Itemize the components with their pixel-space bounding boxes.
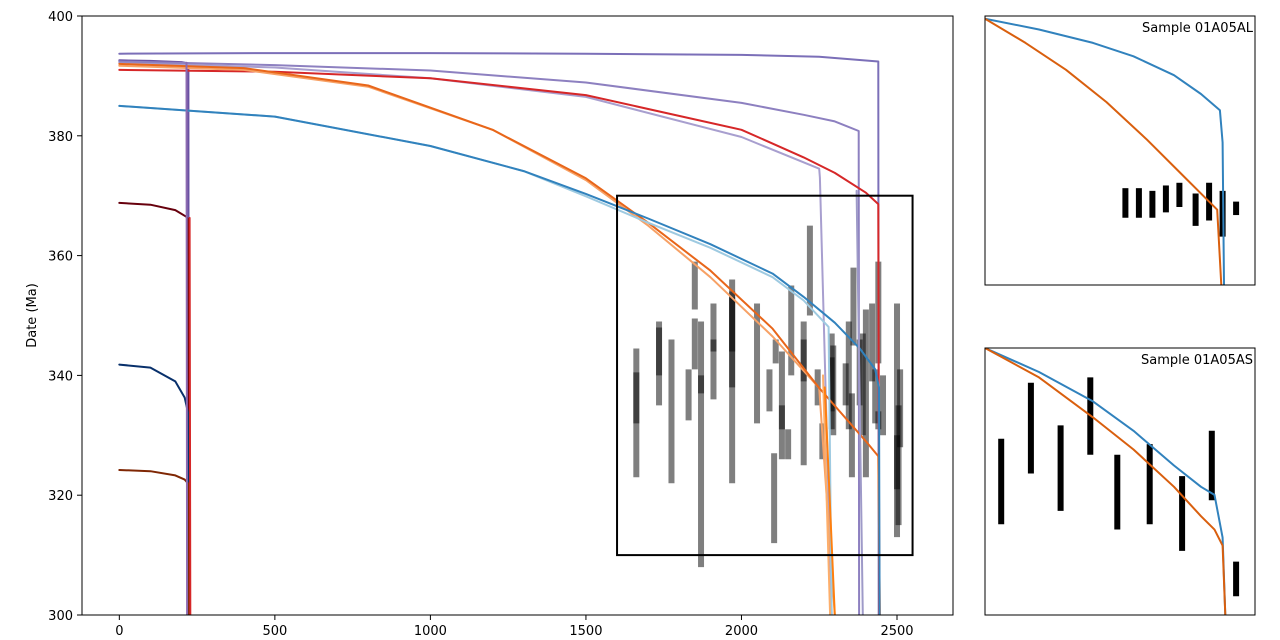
x-tick-label: 1500 [569, 624, 602, 639]
series-line [118, 59, 190, 615]
series-line [118, 104, 833, 615]
y-tick-label: 340 [48, 369, 73, 384]
y-tick-label: 360 [48, 250, 73, 265]
plot-area [985, 17, 1240, 285]
inset-chart-01A05AL: Sample 01A05AL [984, 15, 1256, 286]
axes-frame [984, 347, 1256, 616]
series-line [188, 216, 192, 615]
panel-title: Sample 01A05AL [1142, 21, 1254, 36]
series-line [118, 52, 880, 615]
series-line [985, 348, 1227, 615]
series-line [118, 68, 881, 615]
main-chart: 0 500 1000 1500 2000 2500 300 320 340 360 380 400 Da… [25, 10, 954, 639]
panel-title: Sample 01A05AS [1141, 353, 1253, 368]
series-line [118, 363, 190, 615]
series-line [985, 17, 1223, 285]
x-tick-label: 0 [115, 624, 123, 639]
series-line [118, 201, 190, 615]
x-tick-label: 500 [262, 624, 287, 639]
series-line [185, 61, 189, 615]
x-tick-label: 2500 [880, 624, 913, 639]
plot-area [118, 52, 914, 615]
x-tick-label: 1000 [414, 624, 447, 639]
zoom-box [616, 194, 914, 557]
axes-frame [81, 15, 954, 616]
y-tick-label: 400 [48, 10, 73, 25]
series-line [118, 104, 881, 615]
y-tick-label: 380 [48, 130, 73, 145]
series-line [985, 348, 1227, 615]
inset-chart-01A05AS: Sample 01A05AS [984, 347, 1256, 616]
series-line [822, 374, 832, 615]
axes-frame [984, 15, 1256, 286]
series-line [118, 62, 881, 615]
y-tick-label: 300 [48, 609, 73, 624]
series-line [118, 469, 190, 615]
series-line [823, 386, 836, 615]
series-line [855, 189, 864, 615]
series-line [118, 61, 833, 615]
series-line [985, 17, 1225, 285]
y-tick-label: 320 [48, 489, 73, 504]
y-axis-label: Date (Ma) [25, 283, 40, 348]
series-line [118, 60, 861, 615]
series-line [118, 64, 836, 615]
plot-area [985, 348, 1240, 615]
x-tick-label: 2000 [725, 624, 758, 639]
